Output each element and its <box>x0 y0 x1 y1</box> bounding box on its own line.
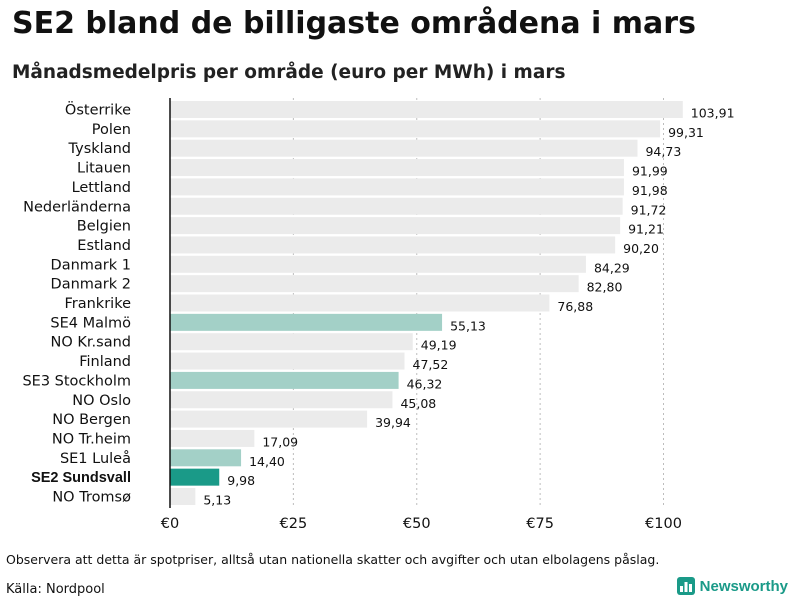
value-label-1: 99,31 <box>668 125 704 140</box>
category-label-6: Belgien <box>77 219 131 235</box>
value-label-13: 47,52 <box>413 357 449 372</box>
value-label-2: 94,73 <box>645 144 681 159</box>
value-label-12: 49,19 <box>421 338 457 353</box>
tick-label-100: €100 <box>645 516 682 532</box>
bar-8 <box>170 255 586 273</box>
chart-subtitle: Månadsmedelpris per område (euro per MWh… <box>12 62 566 83</box>
source-note: Källa: Nordpool <box>6 582 105 597</box>
value-label-0: 103,91 <box>691 106 735 121</box>
value-label-7: 90,20 <box>623 241 659 256</box>
newsworthy-logo: Newsworthy <box>676 577 788 595</box>
category-label-13: Finland <box>79 354 131 370</box>
value-label-20: 5,13 <box>203 493 231 508</box>
value-label-9: 82,80 <box>587 280 623 295</box>
value-label-6: 91,21 <box>628 222 664 237</box>
bar-15 <box>170 391 393 409</box>
category-label-11: SE4 Malmö <box>50 315 131 331</box>
bar-4 <box>170 178 624 196</box>
bar-0 <box>170 101 683 118</box>
tick-label-75: €75 <box>526 516 554 532</box>
bar-12 <box>170 333 413 351</box>
category-label-17: NO Tr.heim <box>52 431 131 447</box>
bar-2 <box>170 139 638 157</box>
category-label-3: Litauen <box>77 161 131 177</box>
category-label-15: NO Oslo <box>72 393 131 409</box>
bar-19 <box>170 468 220 486</box>
bar-6 <box>170 217 621 235</box>
value-label-18: 14,40 <box>249 454 285 469</box>
category-label-20: NO Tromsø <box>52 490 131 506</box>
bar-chart-logo-icon <box>676 577 695 595</box>
tick-label-0: €0 <box>161 516 179 532</box>
bar-16 <box>170 410 368 428</box>
category-label-19: SE2 Sundsvall <box>31 470 131 486</box>
category-label-1: Polen <box>92 122 131 138</box>
bar-13 <box>170 352 405 370</box>
category-label-14: SE3 Stockholm <box>22 373 131 389</box>
value-label-11: 55,13 <box>450 318 486 333</box>
tick-label-50: €50 <box>403 516 431 532</box>
bar-20 <box>170 488 196 505</box>
chart-title: SE2 bland de billigaste områdena i mars <box>12 6 696 41</box>
category-label-9: Danmark 2 <box>51 277 131 293</box>
value-label-17: 17,09 <box>262 434 298 449</box>
value-label-10: 76,88 <box>557 299 593 314</box>
bar-18 <box>170 449 242 467</box>
value-label-4: 91,98 <box>632 183 668 198</box>
tick-label-25: €25 <box>280 516 308 532</box>
bar-3 <box>170 159 624 177</box>
category-label-8: Danmark 1 <box>51 257 131 273</box>
bar-chart: Österrike 103,91 Polen 99,31 Tyskland 94,73 Li… <box>22 98 735 532</box>
bar-5 <box>170 197 623 215</box>
category-label-10: Frankrike <box>64 296 131 312</box>
category-label-18: SE1 Luleå <box>60 450 131 467</box>
bar-1 <box>170 120 661 138</box>
bar-7 <box>170 236 616 254</box>
category-label-5: Nederländerna <box>23 199 131 215</box>
category-label-12: NO Kr.sand <box>51 335 131 351</box>
bar-10 <box>170 294 550 312</box>
category-label-7: Estland <box>77 238 131 254</box>
brand-name: Newsworthy <box>699 577 788 595</box>
value-label-15: 45,08 <box>400 396 436 411</box>
category-label-4: Lettland <box>72 180 131 196</box>
value-label-5: 91,72 <box>631 202 667 217</box>
value-label-14: 46,32 <box>407 376 443 391</box>
bar-9 <box>170 275 579 293</box>
bar-14 <box>170 371 399 389</box>
value-label-16: 39,94 <box>375 415 411 430</box>
value-label-3: 91,99 <box>632 164 668 179</box>
category-label-0: Österrike <box>65 101 131 119</box>
category-label-16: NO Bergen <box>52 412 131 428</box>
footnote: Observera att detta är spotpriser, allts… <box>6 552 660 567</box>
value-label-19: 9,98 <box>227 473 255 488</box>
bar-11 <box>170 313 443 331</box>
category-label-2: Tyskland <box>68 141 131 157</box>
value-label-8: 84,29 <box>594 260 630 275</box>
bar-17 <box>170 429 255 447</box>
